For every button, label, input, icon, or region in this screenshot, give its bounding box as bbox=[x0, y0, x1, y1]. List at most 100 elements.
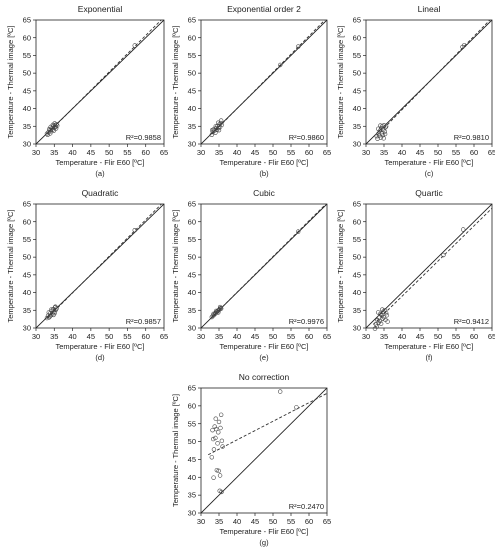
plot-frame bbox=[200, 19, 328, 145]
y-tick-label: 40 bbox=[188, 288, 196, 297]
x-axis-label: Temperature - Flir E60 [ºC] bbox=[384, 158, 473, 167]
x-axis-label: Temperature - Flir E60 [ºC] bbox=[219, 527, 308, 536]
data-point bbox=[294, 405, 299, 410]
x-axis-label: Temperature - Flir E60 [ºC] bbox=[219, 158, 308, 167]
data-point bbox=[211, 475, 216, 480]
data-point bbox=[384, 313, 390, 318]
data-point bbox=[381, 136, 386, 141]
regression-line bbox=[46, 204, 163, 319]
y-tick-label: 55 bbox=[23, 51, 31, 60]
data-point bbox=[220, 444, 225, 449]
y-tick-label: 30 bbox=[353, 140, 361, 149]
y-tick-label: 50 bbox=[353, 69, 361, 78]
y-tick-label: 60 bbox=[23, 217, 31, 226]
y-tick-label: 65 bbox=[353, 200, 361, 209]
y-tick-label: 55 bbox=[188, 235, 196, 244]
y-tick-label: 60 bbox=[353, 33, 361, 42]
data-point bbox=[385, 319, 390, 324]
data-point bbox=[216, 419, 222, 425]
data-point bbox=[132, 43, 137, 48]
data-point bbox=[382, 131, 388, 137]
x-tick-label: 30 bbox=[32, 148, 40, 157]
plot-frame bbox=[35, 19, 165, 145]
chart-title: Exponential bbox=[78, 4, 123, 14]
y-tick-label: 30 bbox=[353, 324, 361, 333]
x-tick-label: 40 bbox=[233, 517, 241, 526]
x-tick-label: 30 bbox=[197, 332, 205, 341]
x-tick-label: 50 bbox=[269, 148, 277, 157]
regression-line bbox=[376, 20, 491, 136]
x-tick-label: 55 bbox=[452, 332, 460, 341]
y-tick-label: 50 bbox=[188, 437, 196, 446]
y-axis-label: Temperature - Thermal image [ºC] bbox=[171, 394, 180, 507]
x-tick-label: 40 bbox=[398, 148, 406, 157]
data-point bbox=[216, 310, 221, 315]
data-point bbox=[47, 314, 53, 319]
x-axis-label: Temperature - Flir E60 [ºC] bbox=[384, 342, 473, 351]
data-point bbox=[218, 412, 224, 417]
y-tick-label: 50 bbox=[188, 69, 196, 78]
y-tick-label: 30 bbox=[188, 140, 196, 149]
x-tick-label: 65 bbox=[488, 148, 495, 157]
plot-frame bbox=[200, 387, 328, 514]
y-tick-label: 50 bbox=[23, 253, 31, 262]
x-tick-label: 35 bbox=[215, 148, 223, 157]
x-tick-label: 45 bbox=[251, 517, 259, 526]
x-tick-label: 65 bbox=[323, 332, 331, 341]
chart-title: Cubic bbox=[253, 188, 275, 198]
y-tick-label: 35 bbox=[188, 306, 196, 315]
identity-line bbox=[366, 204, 492, 328]
data-point bbox=[49, 307, 54, 312]
x-tick-label: 60 bbox=[305, 332, 313, 341]
y-axis-label: Temperature - Thermal image [ºC] bbox=[6, 25, 15, 138]
x-tick-label: 35 bbox=[215, 332, 223, 341]
y-tick-label: 30 bbox=[188, 324, 196, 333]
data-point bbox=[211, 311, 216, 317]
x-tick-label: 60 bbox=[305, 148, 313, 157]
data-point bbox=[462, 42, 467, 48]
y-axis-label: Temperature - Thermal image [ºC] bbox=[171, 25, 180, 138]
y-tick-label: 30 bbox=[23, 324, 31, 333]
panel-label: (f) bbox=[425, 353, 433, 362]
x-tick-label: 50 bbox=[105, 148, 113, 157]
data-point bbox=[374, 324, 379, 329]
panel-label: (c) bbox=[425, 169, 434, 178]
data-point bbox=[216, 127, 222, 133]
data-point bbox=[376, 310, 381, 315]
data-point bbox=[376, 126, 381, 131]
data-point bbox=[219, 122, 225, 128]
x-tick-label: 45 bbox=[416, 332, 424, 341]
r-squared-label: R²=0.9976 bbox=[289, 317, 324, 326]
data-point bbox=[45, 132, 50, 137]
r-squared-label: R²=0.9857 bbox=[126, 317, 161, 326]
data-point bbox=[380, 316, 385, 321]
panel-label: (d) bbox=[95, 353, 105, 362]
data-point bbox=[381, 315, 387, 320]
y-tick-label: 55 bbox=[23, 235, 31, 244]
y-tick-label: 45 bbox=[188, 86, 196, 95]
data-point bbox=[53, 126, 59, 131]
data-point bbox=[209, 132, 215, 137]
data-point bbox=[53, 304, 58, 309]
data-point bbox=[218, 306, 224, 311]
x-tick-label: 45 bbox=[87, 148, 95, 157]
x-tick-label: 55 bbox=[287, 148, 295, 157]
y-tick-label: 65 bbox=[188, 384, 196, 393]
y-tick-label: 60 bbox=[188, 401, 196, 410]
data-point bbox=[218, 425, 223, 431]
y-tick-label: 60 bbox=[353, 217, 361, 226]
y-tick-label: 55 bbox=[188, 419, 196, 428]
x-tick-label: 55 bbox=[123, 332, 131, 341]
data-point bbox=[377, 318, 383, 324]
r-squared-label: R²=0.9860 bbox=[289, 133, 324, 142]
data-point bbox=[278, 62, 283, 68]
panel-label: (e) bbox=[259, 353, 269, 362]
x-tick-label: 35 bbox=[380, 332, 388, 341]
y-tick-label: 35 bbox=[188, 122, 196, 131]
plot-frame bbox=[35, 203, 165, 329]
identity-line bbox=[366, 20, 492, 144]
x-tick-label: 30 bbox=[197, 517, 205, 526]
x-tick-label: 40 bbox=[233, 332, 241, 341]
y-axis-label: Temperature - Thermal image [ºC] bbox=[336, 209, 345, 322]
r-squared-label: R²=0.9858 bbox=[126, 133, 161, 142]
